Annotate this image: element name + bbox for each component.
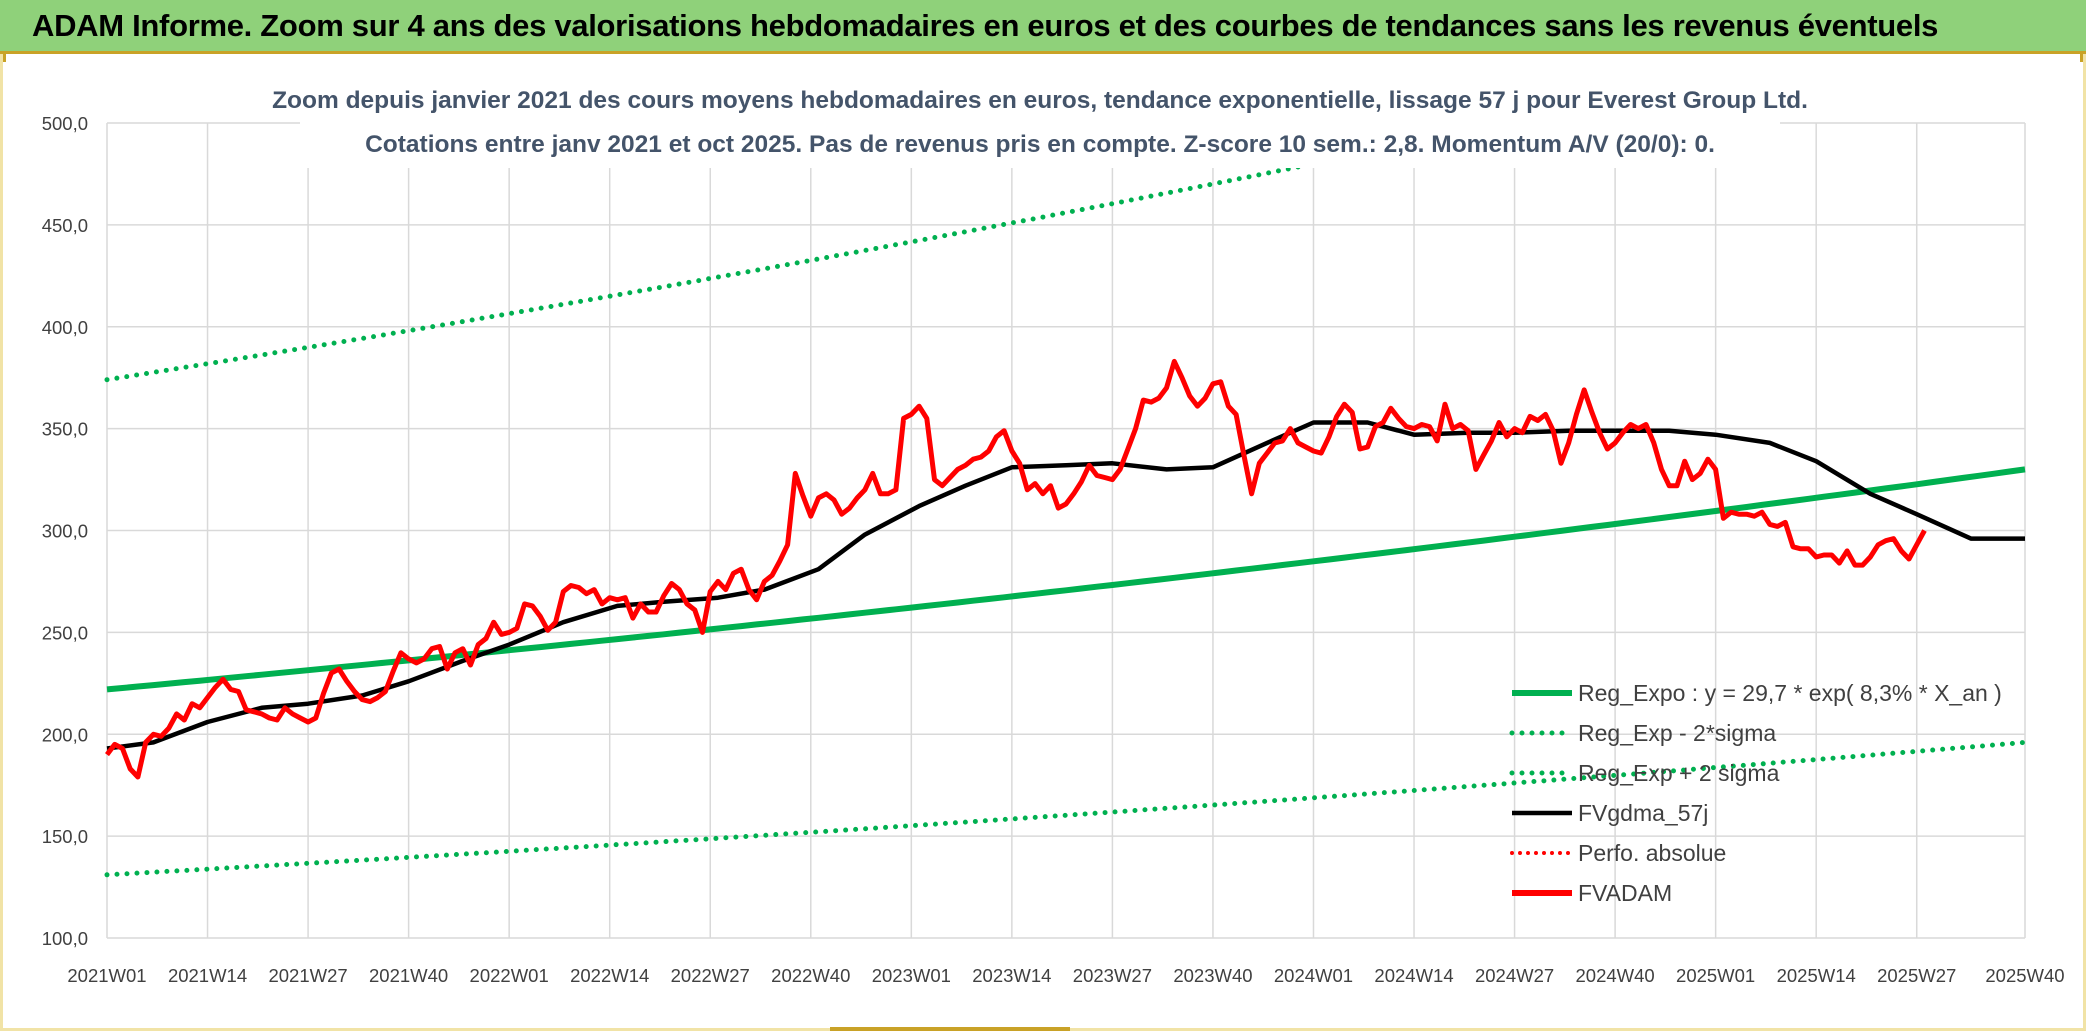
x-tick-label: 2023W14 [972,965,1051,986]
x-tick-label: 2021W40 [369,965,448,986]
chart-title-background [300,72,1780,168]
x-tick-label: 2021W01 [67,965,146,986]
banner-corner-left [0,54,6,62]
series-upper-band [104,123,1524,383]
y-tick-label: 300,0 [42,521,88,542]
title-banner: ADAM Informe. Zoom sur 4 ans des valoris… [0,0,2086,54]
x-tick-label: 2022W14 [570,965,649,986]
x-tick-label: 2024W01 [1274,965,1353,986]
legend-label-reg: Reg_Expo : y = 29,7 * exp( 8,3% * X_an ) [1578,680,2002,706]
x-tick-label: 2022W27 [671,965,750,986]
series-lower-band [104,739,2028,878]
y-tick-label: 450,0 [42,215,88,236]
x-tick-label: 2021W14 [168,965,247,986]
x-tick-label: 2023W01 [872,965,951,986]
x-tick-label: 2024W40 [1576,965,1655,986]
x-tick-label: 2022W40 [771,965,850,986]
legend-label-perf: Perfo. absolue [1578,840,1726,866]
legend-label-hi: Reg_Exp + 2 sigma [1578,760,1780,786]
y-tick-label: 400,0 [42,317,88,338]
x-tick-label: 2025W40 [1985,965,2064,986]
legend-label-adam: FVADAM [1578,880,1672,906]
chart-series [104,123,2028,878]
x-axis-ticks: 2021W01 2021W14 2021W27 2021W40 2022W01 2022W… [67,965,2064,986]
y-tick-label: 250,0 [42,622,88,643]
series-fvgdma [106,420,2025,751]
y-tick-label: 100,0 [42,928,88,949]
chart-gridlines [106,122,2026,939]
x-tick-label: 2022W01 [470,965,549,986]
legend-label-fv: FVgdma_57j [1578,800,1708,826]
y-tick-label: 200,0 [42,724,88,745]
chart-legend: Reg_Expo : y = 29,7 * exp( 8,3% * X_an )… [1509,680,2002,906]
chart-title: Zoom depuis janvier 2021 des cours moyen… [272,87,1808,114]
x-tick-label: 2025W14 [1777,965,1856,986]
x-tick-label: 2023W40 [1173,965,1252,986]
x-tick-label: 2021W27 [268,965,347,986]
x-tick-label: 2025W27 [1877,965,1956,986]
y-tick-label: 150,0 [42,826,88,847]
y-axis-ticks: 100,0 150,0 200,0 250,0 300,0 350,0 400,0 450,0… [42,113,88,949]
bottom-accent-bar [830,1027,1070,1031]
series-fvadam [105,358,1927,780]
x-tick-label: 2025W01 [1676,965,1755,986]
report-title: ADAM Informe. Zoom sur 4 ans des valoris… [32,8,1939,43]
y-tick-label: 350,0 [42,419,88,440]
x-tick-label: 2024W27 [1475,965,1554,986]
x-tick-label: 2023W27 [1073,965,1152,986]
x-tick-label: 2024W14 [1374,965,1453,986]
legend-label-lo: Reg_Exp - 2*sigma [1578,720,1776,746]
y-tick-label: 500,0 [42,113,88,134]
chart-subtitle: Cotations entre janv 2021 et oct 2025. P… [365,131,1715,158]
